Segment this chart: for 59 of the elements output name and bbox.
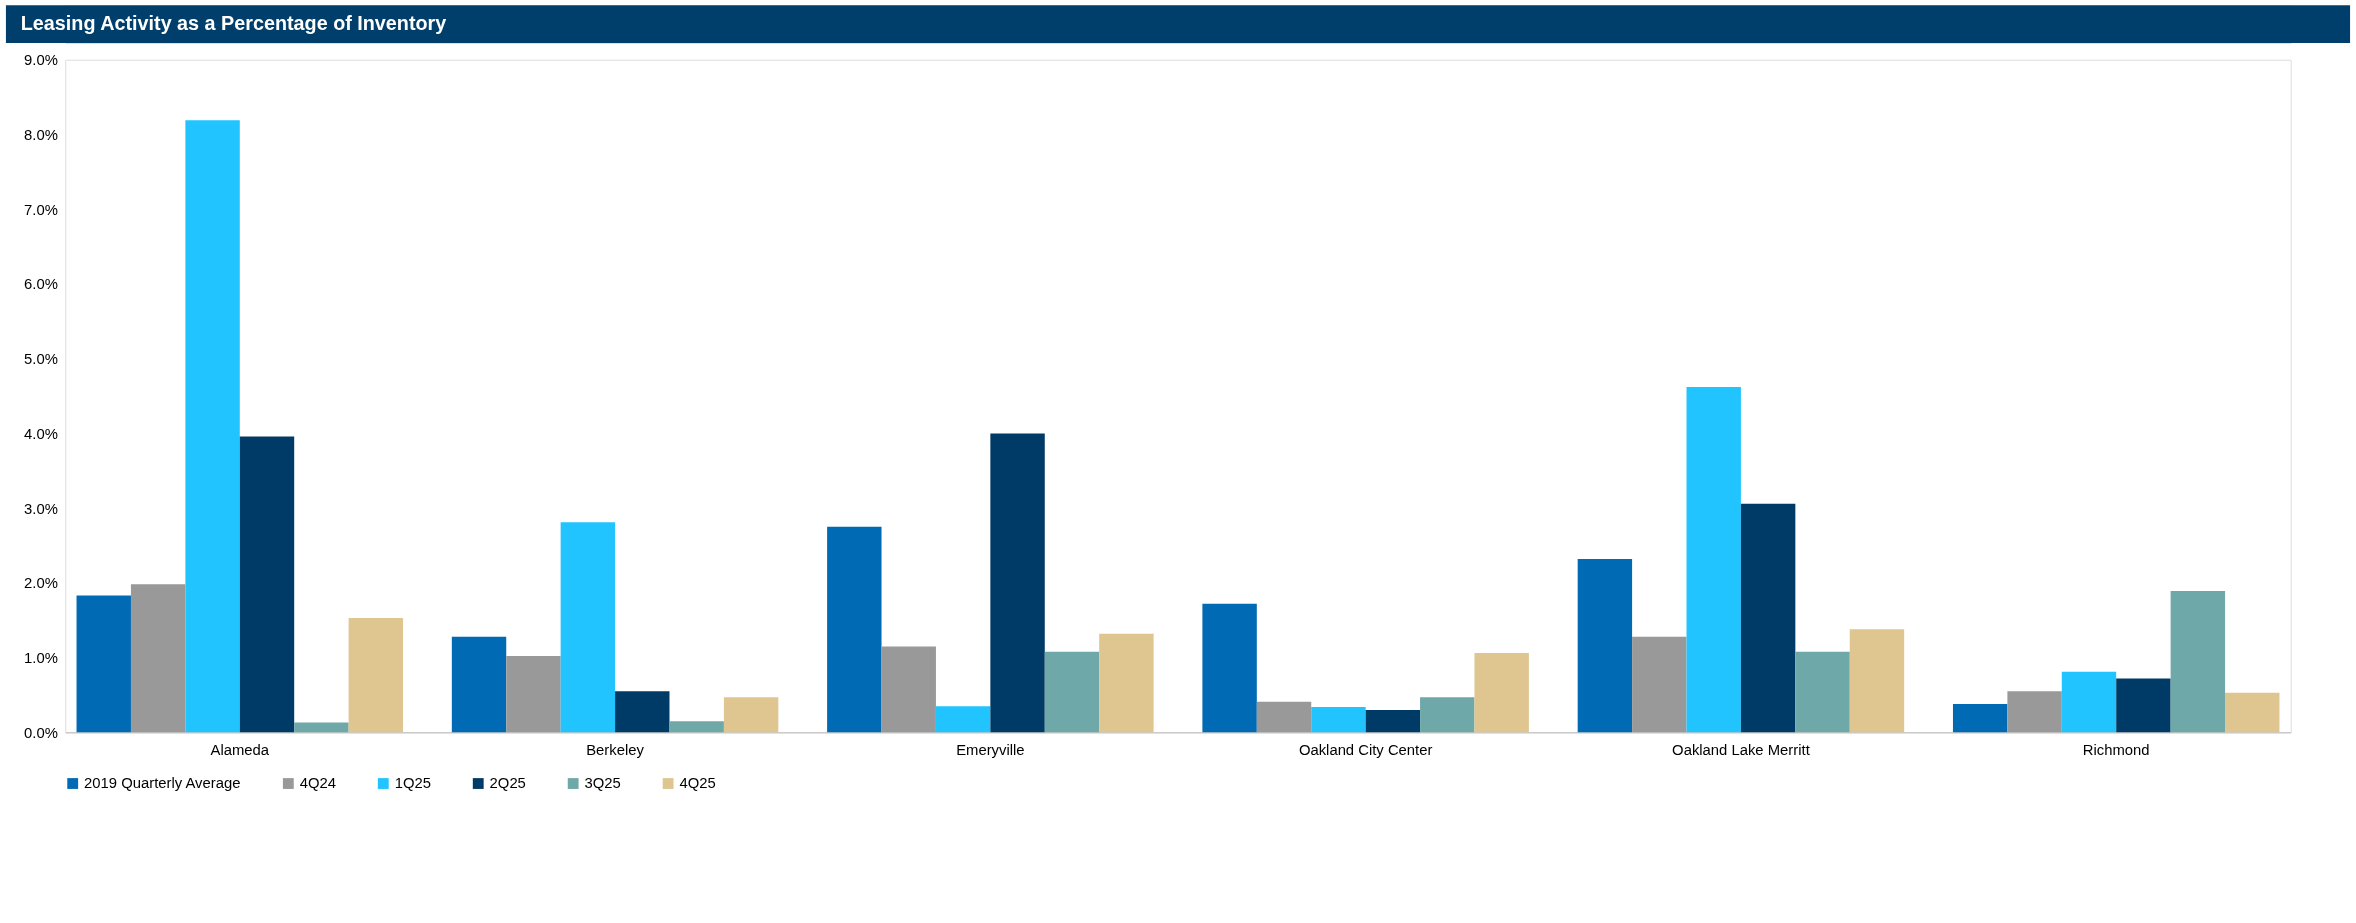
bar [669,721,724,733]
bar [1311,706,1366,733]
bar [1202,603,1257,733]
bar [2061,671,2117,733]
legend-label: 2Q25 [489,775,526,792]
bar [1686,387,1741,733]
bar [2116,678,2171,733]
chart-title: Leasing Activity as a Percentage of Inventory [20,12,447,35]
bar [1256,701,1312,733]
bar [990,433,1045,733]
bar [348,618,404,733]
x-tick-label: Alameda [210,741,270,758]
bar [185,120,240,733]
bar [1474,653,1529,733]
bar [130,584,186,733]
bar [1952,703,2008,733]
bar [2170,591,2226,733]
x-tick-label: Berkeley [586,741,645,758]
bar [1632,636,1687,733]
y-tick-label: 5.0% [24,351,58,368]
bar [615,691,670,733]
bar [1849,629,1905,733]
bar [560,522,616,733]
legend-label: 4Q24 [299,775,336,792]
y-tick-label: 2.0% [24,575,58,592]
y-tick-label: 1.0% [24,650,58,667]
bar [451,636,507,733]
bar [2007,691,2062,733]
bar [1795,651,1850,733]
y-tick-label: 9.0% [24,52,58,69]
legend-label: 1Q25 [394,775,431,792]
y-tick-label: 6.0% [24,276,58,293]
bar [1740,503,1796,733]
y-tick-label: 8.0% [24,126,58,143]
bar [1099,633,1154,733]
y-tick-label: 7.0% [24,201,58,218]
bar [723,697,779,733]
y-tick-label: 4.0% [24,425,58,442]
bar [2225,692,2280,733]
y-tick-label: 3.0% [24,500,58,517]
legend-label: 2019 Quarterly Average [84,775,241,792]
bar [294,722,349,733]
bar [935,706,991,733]
bar [1420,697,1475,733]
legend-label: 3Q25 [584,775,621,792]
bar [1577,558,1633,733]
x-tick-label: Oakland Lake Merritt [1672,741,1811,758]
bar [1365,709,1421,733]
y-tick-label: 0.0% [24,724,58,741]
x-tick-label: Emeryville [956,741,1025,758]
x-tick-label: Richmond [2082,741,2150,758]
bar [506,656,561,733]
bar [827,526,882,733]
bar [239,436,295,733]
bar [1044,651,1100,733]
bar [76,595,131,733]
bar [881,646,936,733]
legend-label: 4Q25 [679,775,716,792]
x-tick-label: Oakland City Center [1298,741,1433,758]
